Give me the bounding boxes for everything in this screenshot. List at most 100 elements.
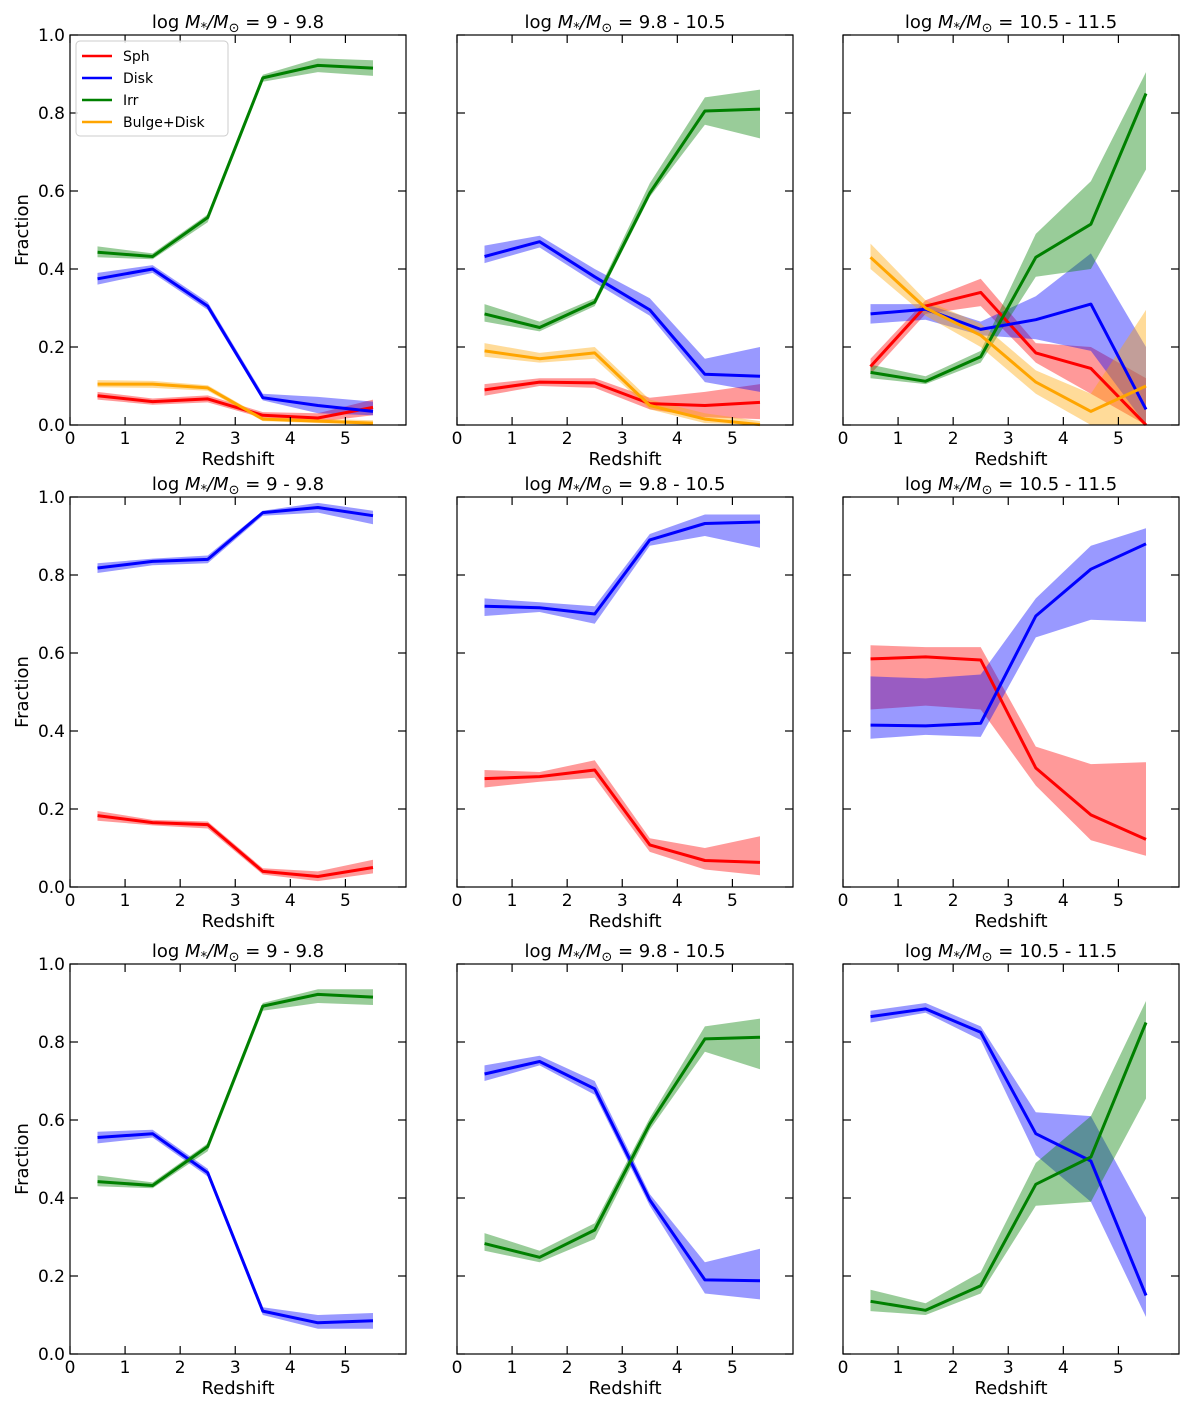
- line-irr: [97, 992, 374, 1187]
- panel-r2c2: log M*/M⊙ = 10.5 - 11.5 0 1 2 3 4 5 Redshift: [838, 941, 1180, 1399]
- line-bulge-disk: [484, 349, 761, 427]
- x-tick-label: 5: [340, 891, 351, 911]
- line-disk: [870, 302, 1148, 411]
- y-tick-label: 0.6: [38, 644, 65, 664]
- line-bulge-disk: [869, 256, 1147, 413]
- band-disk: [484, 514, 760, 624]
- x-tick-label: 0: [452, 429, 463, 449]
- band-irr: [870, 72, 1146, 385]
- x-tick-label: 1: [507, 429, 518, 449]
- x-tick-label: 3: [1003, 429, 1014, 449]
- x-tick-label: 4: [1058, 1358, 1069, 1378]
- x-tick-label: 4: [1058, 429, 1069, 449]
- y-tick-label: 0.0: [38, 416, 65, 436]
- y-tick-label: 0.6: [38, 182, 65, 202]
- y-tick-label: 1.0: [38, 488, 65, 508]
- y-tick-label: 1.0: [38, 955, 65, 975]
- y-tick-label: 0.8: [38, 104, 65, 124]
- x-tick-label: 5: [340, 429, 351, 449]
- panel-title: log M*/M⊙ = 10.5 - 11.5: [905, 474, 1117, 498]
- band-bulge-disk: [870, 243, 1146, 425]
- x-tick-label: 5: [727, 891, 738, 911]
- x-tick-label: 1: [120, 891, 131, 911]
- x-tick-label: 2: [948, 1358, 959, 1378]
- line-disk: [484, 1060, 761, 1283]
- panel-title: log M*/M⊙ = 9 - 9.8: [152, 474, 324, 498]
- x-tick-label: 0: [65, 891, 76, 911]
- line-sph: [869, 290, 1148, 427]
- panel-r2c0: log M*/M⊙ = 9 - 9.8 0 1 2 3 4 5 0.0 0.2 0.4 0.6 0.8…: [12, 941, 407, 1399]
- line-sph: [484, 380, 761, 407]
- x-axis-label: Redshift: [588, 449, 661, 470]
- x-tick-label: 5: [340, 1358, 351, 1378]
- y-axis-label: Fraction: [12, 1123, 33, 1195]
- line-bulge-disk: [97, 382, 374, 425]
- x-tick-label: 4: [285, 891, 296, 911]
- x-tick-label: 1: [893, 891, 904, 911]
- legend-label-sph: Sph: [123, 49, 150, 65]
- panel-r1c0: log M*/M⊙ = 9 - 9.8 0 1 2 3 4 5 0.0 0.2 0.4 0.6 0.8…: [12, 474, 407, 932]
- axes-frame: [842, 34, 1180, 426]
- y-axis-label: Fraction: [12, 194, 33, 266]
- x-axis-label: Redshift: [588, 911, 661, 932]
- x-tick-label: 1: [507, 1358, 518, 1378]
- x-tick-label: 1: [120, 429, 131, 449]
- band-disk: [484, 1055, 760, 1300]
- y-tick-label: 0.8: [38, 566, 65, 586]
- x-tick-label: 0: [838, 1358, 849, 1378]
- y-tick-label: 0.2: [38, 338, 65, 358]
- panel-r1c2: log M*/M⊙ = 10.5 - 11.5 0 1 2 3 4 5 Redshift: [838, 474, 1180, 932]
- x-tick-label: 4: [1058, 891, 1069, 911]
- x-axis-label: Redshift: [201, 911, 274, 932]
- x-tick-label: 3: [1003, 891, 1014, 911]
- axes-frame: [69, 34, 407, 426]
- x-axis-label: Redshift: [974, 911, 1047, 932]
- panel-title: log M*/M⊙ = 9.8 - 10.5: [525, 941, 726, 965]
- axes-frame: [456, 496, 794, 888]
- band-sph: [484, 378, 760, 420]
- line-disk: [484, 240, 761, 378]
- line-disk: [97, 506, 374, 570]
- x-tick-label: 3: [230, 429, 241, 449]
- y-tick-label: 0.4: [38, 260, 65, 280]
- legend-frame: [75, 40, 229, 137]
- x-tick-label: 1: [893, 1358, 904, 1378]
- y-tick-label: 0.0: [38, 878, 65, 898]
- band-disk: [484, 235, 760, 392]
- band-disk: [97, 265, 373, 416]
- x-tick-label: 5: [727, 1358, 738, 1378]
- axes-frame: [69, 496, 407, 888]
- panel-r2c1: log M*/M⊙ = 9.8 - 10.5 0 1 2 3 4 5 Redshift: [452, 941, 794, 1399]
- x-tick-label: 3: [1003, 1358, 1014, 1378]
- axes-frame: [69, 963, 407, 1355]
- panel-r0c2: log M*/M⊙ = 10.5 - 11.5 0 1 2 3 4 5 Redshift: [838, 12, 1180, 470]
- y-tick-label: 0.4: [38, 722, 65, 742]
- x-axis-label: Redshift: [201, 1378, 274, 1399]
- panel-r0c1: log M*/M⊙ = 9.8 - 10.5 0 1 2 3 4 5 Redshift: [452, 12, 794, 470]
- x-tick-label: 1: [120, 1358, 131, 1378]
- x-tick-label: 2: [175, 891, 186, 911]
- x-tick-label: 2: [948, 429, 959, 449]
- x-axis-label: Redshift: [201, 449, 274, 470]
- x-tick-label: 3: [617, 891, 628, 911]
- band-irr: [97, 989, 373, 1189]
- panel-title: log M*/M⊙ = 9 - 9.8: [152, 941, 324, 965]
- y-tick-label: 0.8: [38, 1033, 65, 1053]
- x-tick-label: 4: [285, 1358, 296, 1378]
- line-irr: [484, 107, 761, 329]
- x-tick-label: 0: [452, 891, 463, 911]
- panel-title: log M*/M⊙ = 10.5 - 11.5: [905, 941, 1117, 965]
- axes-frame: [456, 34, 794, 426]
- line-sph: [870, 655, 1147, 841]
- y-tick-label: 0.2: [38, 800, 65, 820]
- panel-title: log M*/M⊙ = 9.8 - 10.5: [525, 12, 726, 36]
- panel-title: log M*/M⊙ = 9.8 - 10.5: [525, 474, 726, 498]
- x-tick-label: 5: [1113, 1358, 1124, 1378]
- x-tick-label: 2: [175, 429, 186, 449]
- band-sph: [484, 760, 760, 876]
- line-disk: [484, 520, 761, 616]
- x-axis-label: Redshift: [974, 1378, 1047, 1399]
- x-tick-label: 5: [1113, 429, 1124, 449]
